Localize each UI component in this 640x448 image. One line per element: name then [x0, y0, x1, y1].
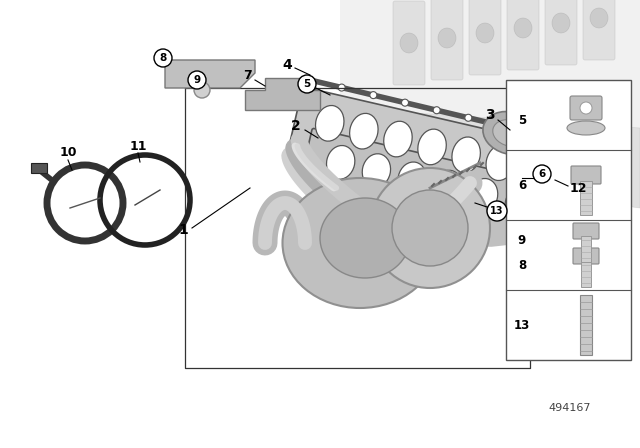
Polygon shape — [245, 78, 320, 110]
Circle shape — [392, 190, 468, 266]
Circle shape — [497, 122, 504, 129]
FancyBboxPatch shape — [301, 129, 559, 237]
Circle shape — [188, 71, 206, 89]
Text: 4: 4 — [282, 58, 292, 72]
Circle shape — [154, 49, 172, 67]
Circle shape — [338, 84, 345, 91]
Circle shape — [433, 107, 440, 114]
Circle shape — [441, 138, 449, 146]
Circle shape — [521, 122, 529, 130]
FancyBboxPatch shape — [570, 96, 602, 120]
Ellipse shape — [434, 170, 462, 204]
Text: 9: 9 — [518, 233, 526, 246]
FancyBboxPatch shape — [431, 0, 463, 80]
Text: 13: 13 — [514, 319, 530, 332]
Circle shape — [487, 201, 507, 221]
Circle shape — [580, 102, 592, 114]
Ellipse shape — [438, 28, 456, 48]
FancyBboxPatch shape — [571, 166, 601, 184]
FancyBboxPatch shape — [573, 248, 599, 264]
Circle shape — [481, 130, 489, 138]
Bar — [581, 236, 591, 262]
Ellipse shape — [316, 105, 344, 141]
Circle shape — [528, 129, 535, 136]
Polygon shape — [165, 60, 255, 88]
Circle shape — [370, 91, 377, 99]
Ellipse shape — [349, 113, 378, 149]
Ellipse shape — [326, 146, 355, 179]
Circle shape — [560, 137, 567, 144]
Text: 5: 5 — [518, 113, 526, 126]
Text: 9: 9 — [193, 75, 200, 85]
Ellipse shape — [362, 154, 390, 188]
Ellipse shape — [493, 120, 527, 146]
Circle shape — [465, 114, 472, 121]
Text: 1: 1 — [178, 223, 188, 237]
Circle shape — [307, 77, 314, 83]
Text: 6: 6 — [538, 169, 546, 179]
Circle shape — [298, 75, 316, 93]
Ellipse shape — [486, 145, 515, 181]
Ellipse shape — [590, 8, 608, 28]
FancyBboxPatch shape — [583, 0, 615, 60]
Circle shape — [370, 168, 490, 288]
FancyBboxPatch shape — [573, 223, 599, 239]
Text: 5: 5 — [303, 79, 310, 89]
Ellipse shape — [514, 18, 532, 38]
Text: 10: 10 — [60, 146, 77, 159]
Circle shape — [591, 145, 598, 151]
Text: 12: 12 — [569, 181, 587, 194]
Text: 8: 8 — [518, 258, 526, 271]
Circle shape — [401, 99, 408, 106]
Bar — [580, 295, 592, 355]
Polygon shape — [340, 108, 640, 208]
FancyBboxPatch shape — [290, 87, 540, 199]
Ellipse shape — [282, 178, 438, 308]
Ellipse shape — [398, 162, 426, 196]
Ellipse shape — [400, 33, 418, 53]
FancyBboxPatch shape — [507, 0, 539, 70]
Circle shape — [401, 146, 409, 154]
FancyBboxPatch shape — [469, 0, 501, 75]
Ellipse shape — [476, 23, 494, 43]
Text: 6: 6 — [518, 178, 526, 191]
Bar — [506, 80, 631, 360]
FancyBboxPatch shape — [545, 0, 577, 65]
Ellipse shape — [384, 121, 412, 157]
FancyBboxPatch shape — [393, 1, 425, 85]
Ellipse shape — [505, 187, 534, 220]
Ellipse shape — [567, 121, 605, 135]
Text: 2: 2 — [291, 119, 301, 133]
Text: 3: 3 — [485, 108, 495, 122]
Text: 11: 11 — [129, 139, 147, 152]
Bar — [581, 261, 591, 287]
Polygon shape — [340, 0, 640, 208]
Ellipse shape — [452, 137, 481, 172]
Ellipse shape — [320, 198, 410, 278]
Circle shape — [194, 82, 210, 98]
Bar — [31, 163, 47, 173]
Text: 13: 13 — [490, 206, 504, 216]
Text: 7: 7 — [244, 69, 252, 82]
Ellipse shape — [483, 112, 537, 155]
Circle shape — [561, 114, 569, 122]
Ellipse shape — [469, 178, 498, 212]
Circle shape — [361, 154, 369, 162]
Text: 494167: 494167 — [548, 403, 591, 413]
Ellipse shape — [552, 13, 570, 33]
Text: 8: 8 — [159, 53, 166, 63]
Ellipse shape — [418, 129, 446, 165]
Bar — [580, 181, 592, 215]
Circle shape — [533, 165, 551, 183]
